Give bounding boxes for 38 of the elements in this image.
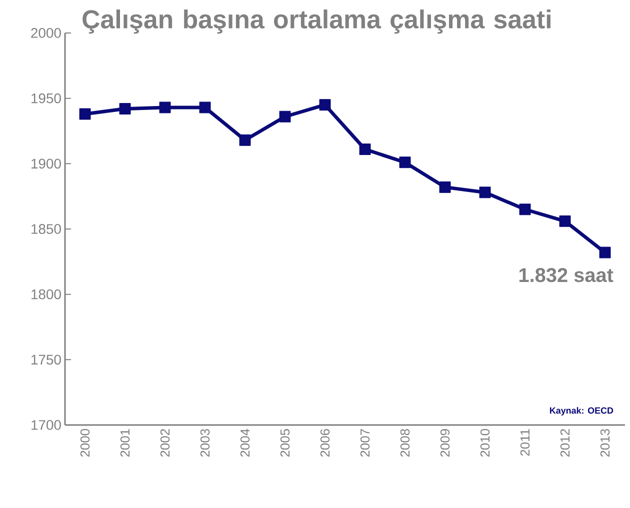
y-tick-label: 1950 (32, 93, 61, 104)
point (319, 99, 331, 111)
x-tick-label: 2013 (600, 429, 610, 457)
x-tick-label: 2011 (520, 429, 530, 456)
y-tick-label: 1900 (32, 158, 61, 169)
y-tick-label: 1800 (32, 289, 61, 300)
y-tick-label: 1700 (32, 420, 61, 430)
y-tick-label: 2000 (31, 28, 61, 38)
point (439, 181, 451, 193)
point (479, 186, 491, 198)
point (79, 108, 91, 120)
point (119, 103, 131, 115)
x-tick-label: 2012 (560, 429, 570, 457)
x-tick-label: 2010 (480, 429, 490, 457)
annotation: Kaynak: OECD (550, 407, 614, 416)
x-tick-label: 2007 (360, 429, 370, 457)
x-tick-label: 2008 (400, 429, 410, 457)
x-tick-label: 2003 (200, 429, 210, 457)
y-tick-label: 1750 (32, 354, 61, 365)
point (199, 102, 211, 114)
annotation: 1.832 saat (519, 268, 614, 282)
x-tick-label: 2005 (280, 429, 290, 457)
x-tick-label: 2000 (80, 429, 90, 457)
point (559, 215, 571, 227)
x-tick-label: 2009 (440, 429, 450, 457)
point (159, 102, 171, 114)
point (239, 134, 251, 146)
point (359, 144, 371, 156)
point (519, 204, 531, 216)
x-tick-label: 2006 (320, 429, 330, 457)
point (279, 110, 291, 122)
point (399, 156, 411, 168)
point (599, 246, 611, 258)
y-tick-label: 1850 (32, 224, 61, 234)
x-tick-label: 2004 (240, 428, 250, 457)
chart-title: Çalışan başına ortalama çalışma saati (82, 10, 550, 34)
x-tick-label: 2002 (160, 429, 170, 457)
x-tick-label: 2001 (120, 429, 130, 457)
